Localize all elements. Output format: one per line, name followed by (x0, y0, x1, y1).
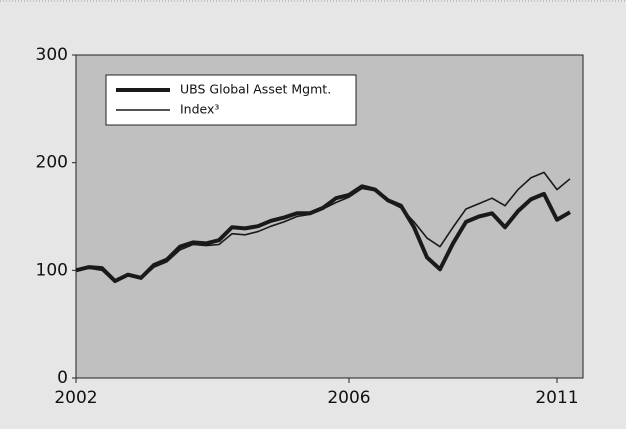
x-tick-label: 2002 (54, 388, 97, 408)
y-tick-label: 300 (36, 45, 68, 65)
legend-label: Index³ (180, 102, 219, 117)
legend (105, 74, 357, 126)
y-tick-label: 100 (36, 260, 68, 280)
x-tick-label: 2006 (327, 388, 370, 408)
series-line (75, 171, 571, 283)
y-tick-label: 0 (57, 368, 68, 388)
legend-label: UBS Global Asset Mgmt. (180, 82, 331, 97)
y-tick-label: 200 (36, 153, 68, 173)
legend-box (105, 74, 357, 126)
series-line (75, 184, 572, 284)
x-tick-label: 2011 (535, 388, 578, 408)
